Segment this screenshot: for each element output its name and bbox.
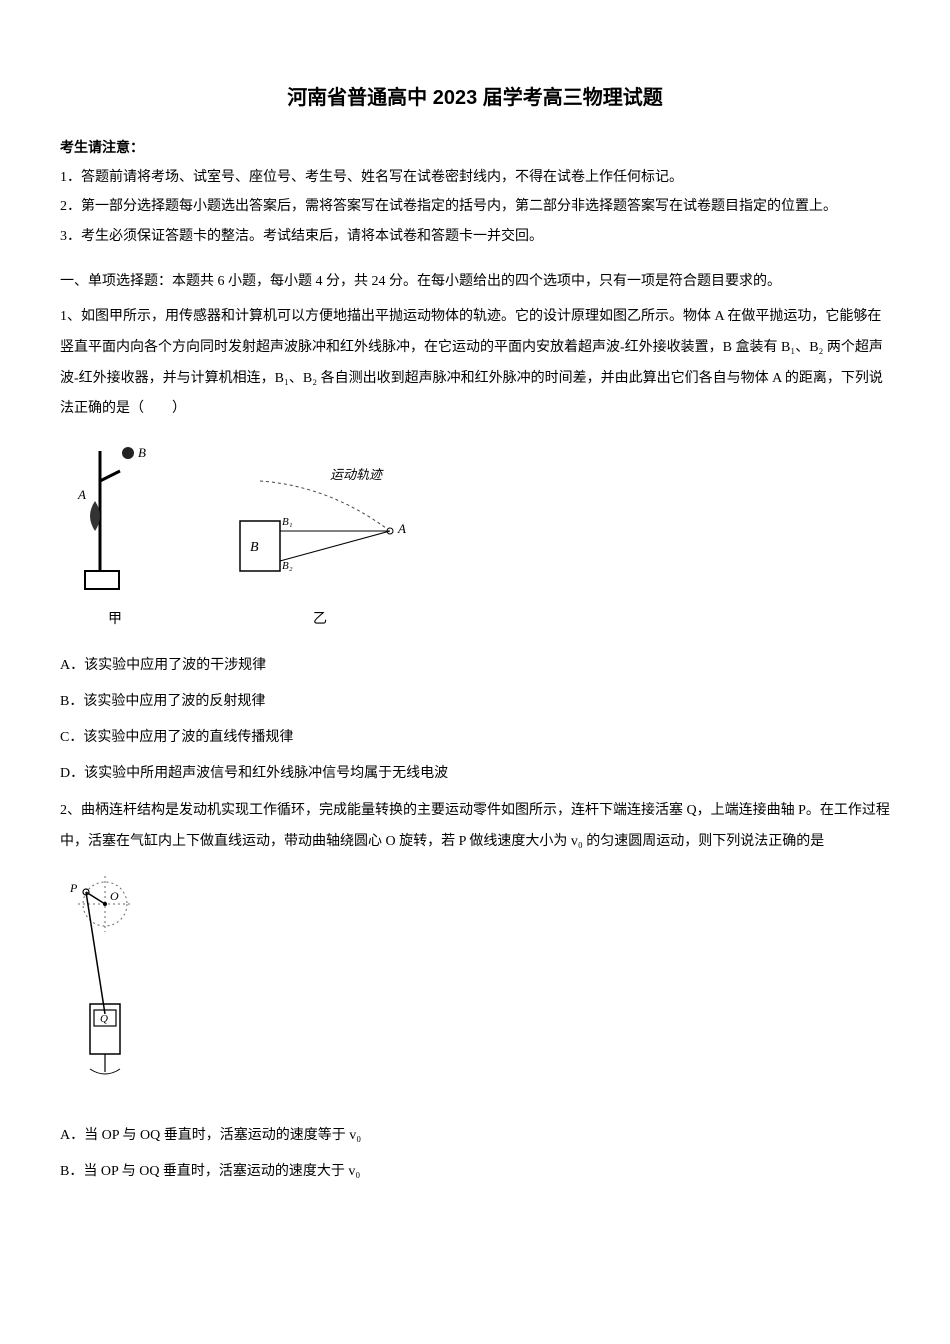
figure-yi-label-b1: B₁: [282, 516, 293, 528]
q1-option-a: A．该实验中应用了波的干涉规律: [60, 652, 890, 680]
figure-jia-label-b: B: [138, 445, 146, 460]
figure-q2-label-o: O: [110, 889, 119, 903]
question-2-text: 2、曲柄连杆结构是发动机实现工作循环，完成能量转换的主要运动零件如图所示，连杆下…: [60, 796, 890, 858]
figure-yi-track-label: 运动轨迹: [330, 467, 384, 482]
notice-header: 考生请注意：: [60, 136, 890, 161]
figure-jia-label-a: A: [77, 487, 86, 502]
notice-item-2: 2．第一部分选择题每小题选出答案后，需将答案写在试卷指定的括号内，第二部分非选择…: [60, 194, 890, 219]
section-intro: 一、单项选择题：本题共 6 小题，每小题 4 分，共 24 分。在每小题给出的四…: [60, 269, 890, 294]
notice-item-1: 1．答题前请将考场、试室号、座位号、考生号、姓名写在试卷密封线内，不得在试卷上作…: [60, 165, 890, 190]
figure-yi-svg: 运动轨迹 A B B₁ B₂: [210, 461, 430, 601]
figure-yi: 运动轨迹 A B B₁ B₂ 乙: [210, 461, 430, 636]
figure-yi-caption: 乙: [313, 605, 327, 636]
question-1-text: 1、如图甲所示，用传感器和计算机可以方便地描出平抛运动物体的轨迹。它的设计原理如…: [60, 302, 890, 425]
question-2: 2、曲柄连杆结构是发动机实现工作循环，完成能量转换的主要运动零件如图所示，连杆下…: [60, 796, 890, 1186]
figure-yi-label-b2: B₂: [282, 560, 293, 572]
figure-yi-label-a: A: [397, 521, 406, 536]
q1-option-b: B．该实验中应用了波的反射规律: [60, 688, 890, 716]
q2-option-a: A．当 OP 与 OQ 垂直时，活塞运动的速度等于 v₀: [60, 1122, 890, 1150]
figure-q2-svg: O P Q: [60, 874, 150, 1094]
figure-q2-label-q: Q: [100, 1013, 108, 1025]
figure-jia-caption: 甲: [108, 605, 122, 636]
figure-yi-label-b: B: [250, 540, 259, 555]
page-title: 河南省普通高中 2023 届学考高三物理试题: [60, 80, 890, 116]
notice-block: 考生请注意： 1．答题前请将考场、试室号、座位号、考生号、姓名写在试卷密封线内，…: [60, 136, 890, 249]
question-2-figure: O P Q: [60, 874, 890, 1107]
q2-option-b: B．当 OP 与 OQ 垂直时，活塞运动的速度大于 v₀: [60, 1158, 890, 1186]
figure-q2-label-p: P: [69, 881, 78, 895]
figure-jia: B A 甲: [60, 441, 170, 636]
q1-option-d: D．该实验中所用超声波信号和红外线脉冲信号均属于无线电波: [60, 760, 890, 788]
question-1-figures: B A 甲 运动轨迹 A B B₁: [60, 441, 890, 636]
q1-option-c: C．该实验中应用了波的直线传播规律: [60, 724, 890, 752]
figure-jia-svg: B A: [60, 441, 170, 601]
question-1: 1、如图甲所示，用传感器和计算机可以方便地描出平抛运动物体的轨迹。它的设计原理如…: [60, 302, 890, 788]
notice-item-3: 3．考生必须保证答题卡的整洁。考试结束后，请将本试卷和答题卡一并交回。: [60, 224, 890, 249]
